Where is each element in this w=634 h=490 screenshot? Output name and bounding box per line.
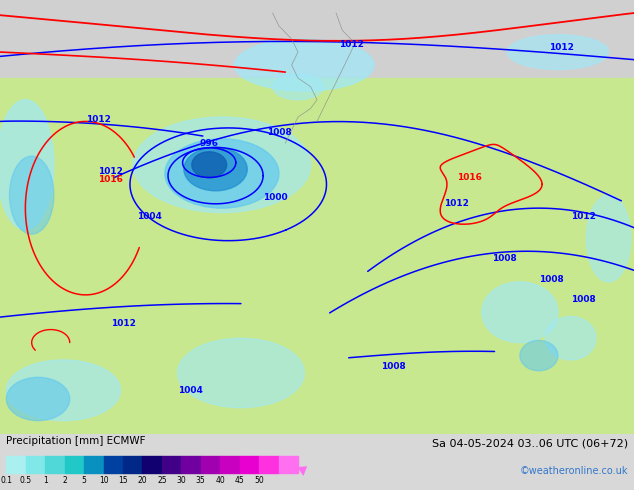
Bar (103, 456, 123, 473)
Bar (240, 456, 259, 473)
Bar (259, 456, 278, 473)
Text: 1012: 1012 (111, 318, 136, 328)
Text: 20: 20 (138, 476, 147, 485)
Bar (162, 456, 181, 473)
Bar (65, 456, 84, 473)
Text: 50: 50 (254, 476, 264, 485)
Text: 1012: 1012 (98, 167, 124, 176)
Text: 30: 30 (176, 476, 186, 485)
Text: 15: 15 (118, 476, 128, 485)
Ellipse shape (184, 147, 247, 191)
Text: 0.1: 0.1 (1, 476, 12, 485)
Ellipse shape (507, 35, 609, 70)
Ellipse shape (6, 360, 120, 420)
Text: 35: 35 (196, 476, 205, 485)
Ellipse shape (235, 39, 374, 91)
Ellipse shape (520, 341, 558, 371)
Bar (143, 456, 162, 473)
Text: 1012: 1012 (339, 40, 365, 49)
Text: ©weatheronline.co.uk: ©weatheronline.co.uk (519, 466, 628, 476)
Text: 2: 2 (62, 476, 67, 485)
Text: Sa 04-05-2024 03..06 UTC (06+72): Sa 04-05-2024 03..06 UTC (06+72) (432, 438, 628, 448)
Text: 1012: 1012 (86, 115, 111, 124)
Text: Precipitation [mm] ECMWF: Precipitation [mm] ECMWF (6, 437, 146, 446)
Text: 10: 10 (99, 476, 108, 485)
Text: 45: 45 (235, 476, 245, 485)
Text: 1008: 1008 (380, 362, 406, 371)
Ellipse shape (545, 317, 596, 360)
Text: 1008: 1008 (571, 294, 596, 304)
Polygon shape (0, 78, 634, 434)
Text: 1008: 1008 (491, 253, 517, 263)
Text: 1004: 1004 (178, 386, 203, 395)
Text: 1012: 1012 (444, 199, 469, 208)
Bar (45, 456, 65, 473)
Ellipse shape (482, 282, 558, 343)
Bar (84, 456, 103, 473)
Ellipse shape (586, 195, 631, 282)
Text: 5: 5 (82, 476, 87, 485)
Text: 40: 40 (216, 476, 225, 485)
Bar (201, 456, 220, 473)
Text: 1000: 1000 (264, 193, 288, 202)
Ellipse shape (10, 156, 54, 234)
Text: 25: 25 (157, 476, 167, 485)
Ellipse shape (178, 338, 304, 408)
Bar (26, 456, 45, 473)
Text: 1016: 1016 (98, 175, 124, 184)
Text: 1012: 1012 (571, 212, 596, 221)
Text: 1008: 1008 (539, 275, 564, 284)
Bar (220, 456, 240, 473)
Ellipse shape (0, 100, 54, 230)
Text: 0.5: 0.5 (20, 476, 32, 485)
Text: 1004: 1004 (136, 212, 162, 221)
Text: 1: 1 (43, 476, 48, 485)
Text: 1012: 1012 (548, 43, 574, 52)
Ellipse shape (191, 152, 227, 178)
Bar (123, 456, 143, 473)
Ellipse shape (6, 377, 70, 420)
Text: 1008: 1008 (266, 128, 292, 137)
Ellipse shape (273, 74, 323, 100)
Bar (6, 456, 26, 473)
Ellipse shape (165, 139, 279, 208)
Text: 996: 996 (200, 139, 219, 147)
Bar (278, 456, 298, 473)
Bar (181, 456, 201, 473)
Ellipse shape (133, 117, 311, 213)
Text: 1016: 1016 (456, 173, 482, 182)
Polygon shape (0, 0, 634, 78)
